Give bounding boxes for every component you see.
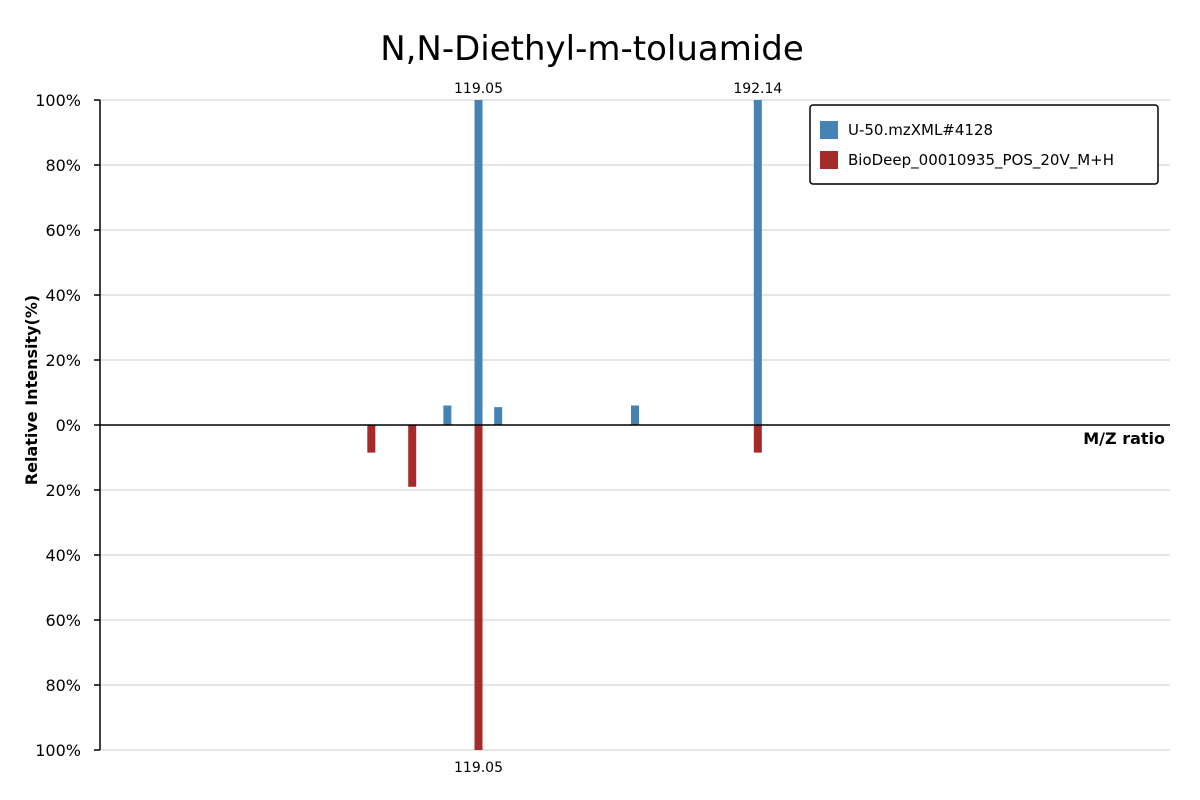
chart-title: N,N-Diethyl-m-toluamide bbox=[380, 29, 804, 69]
y-tick-label: 20% bbox=[45, 481, 81, 500]
reference-peak-bar bbox=[408, 425, 417, 487]
reference-peak-bar bbox=[367, 425, 376, 453]
y-tick-label: 100% bbox=[35, 741, 81, 760]
y-tick-label: 0% bbox=[56, 416, 81, 435]
query-peak-bar bbox=[753, 100, 762, 425]
y-tick-label: 40% bbox=[45, 546, 81, 565]
y-tick-label: 100% bbox=[35, 91, 81, 110]
legend-label-reference: BioDeep_00010935_POS_20V_M+H bbox=[848, 151, 1114, 170]
legend-swatch-reference bbox=[820, 151, 838, 169]
legend-label-query: U-50.mzXML#4128 bbox=[848, 121, 993, 139]
x-axis-label: M/Z ratio bbox=[1083, 429, 1165, 448]
y-tick-label: 40% bbox=[45, 286, 81, 305]
query-peak-bar bbox=[631, 405, 639, 425]
peak-mz-label: 119.05 bbox=[454, 81, 503, 97]
peak-labels: 119.05 192.14 119.05 bbox=[454, 81, 782, 776]
y-tick-label: 80% bbox=[45, 676, 81, 695]
y-axis-label: Relative Intensity(%) bbox=[22, 295, 41, 485]
legend: U-50.mzXML#4128 BioDeep_00010935_POS_20V… bbox=[809, 104, 1159, 185]
y-tick-label: 20% bbox=[45, 351, 81, 370]
peaks bbox=[367, 100, 762, 750]
legend-swatch-query bbox=[820, 121, 838, 139]
y-tick-label: 60% bbox=[45, 611, 81, 630]
peak-mz-label: 119.05 bbox=[454, 760, 503, 776]
y-tick-label: 80% bbox=[45, 156, 81, 175]
y-axis-ticks: 100% 80% 60% 40% 20% 0% 20% 40% 60% 80% 100% bbox=[35, 91, 100, 760]
query-peak-bar bbox=[443, 405, 452, 425]
gridlines bbox=[100, 99, 1170, 751]
query-peak-bar bbox=[474, 100, 483, 425]
y-tick-label: 60% bbox=[45, 221, 81, 240]
legend-box bbox=[809, 104, 1159, 185]
query-peak-bar bbox=[494, 407, 503, 425]
peak-mz-label: 192.14 bbox=[733, 81, 782, 97]
reference-peak-bar bbox=[474, 425, 483, 750]
reference-peak-bar bbox=[753, 425, 762, 453]
